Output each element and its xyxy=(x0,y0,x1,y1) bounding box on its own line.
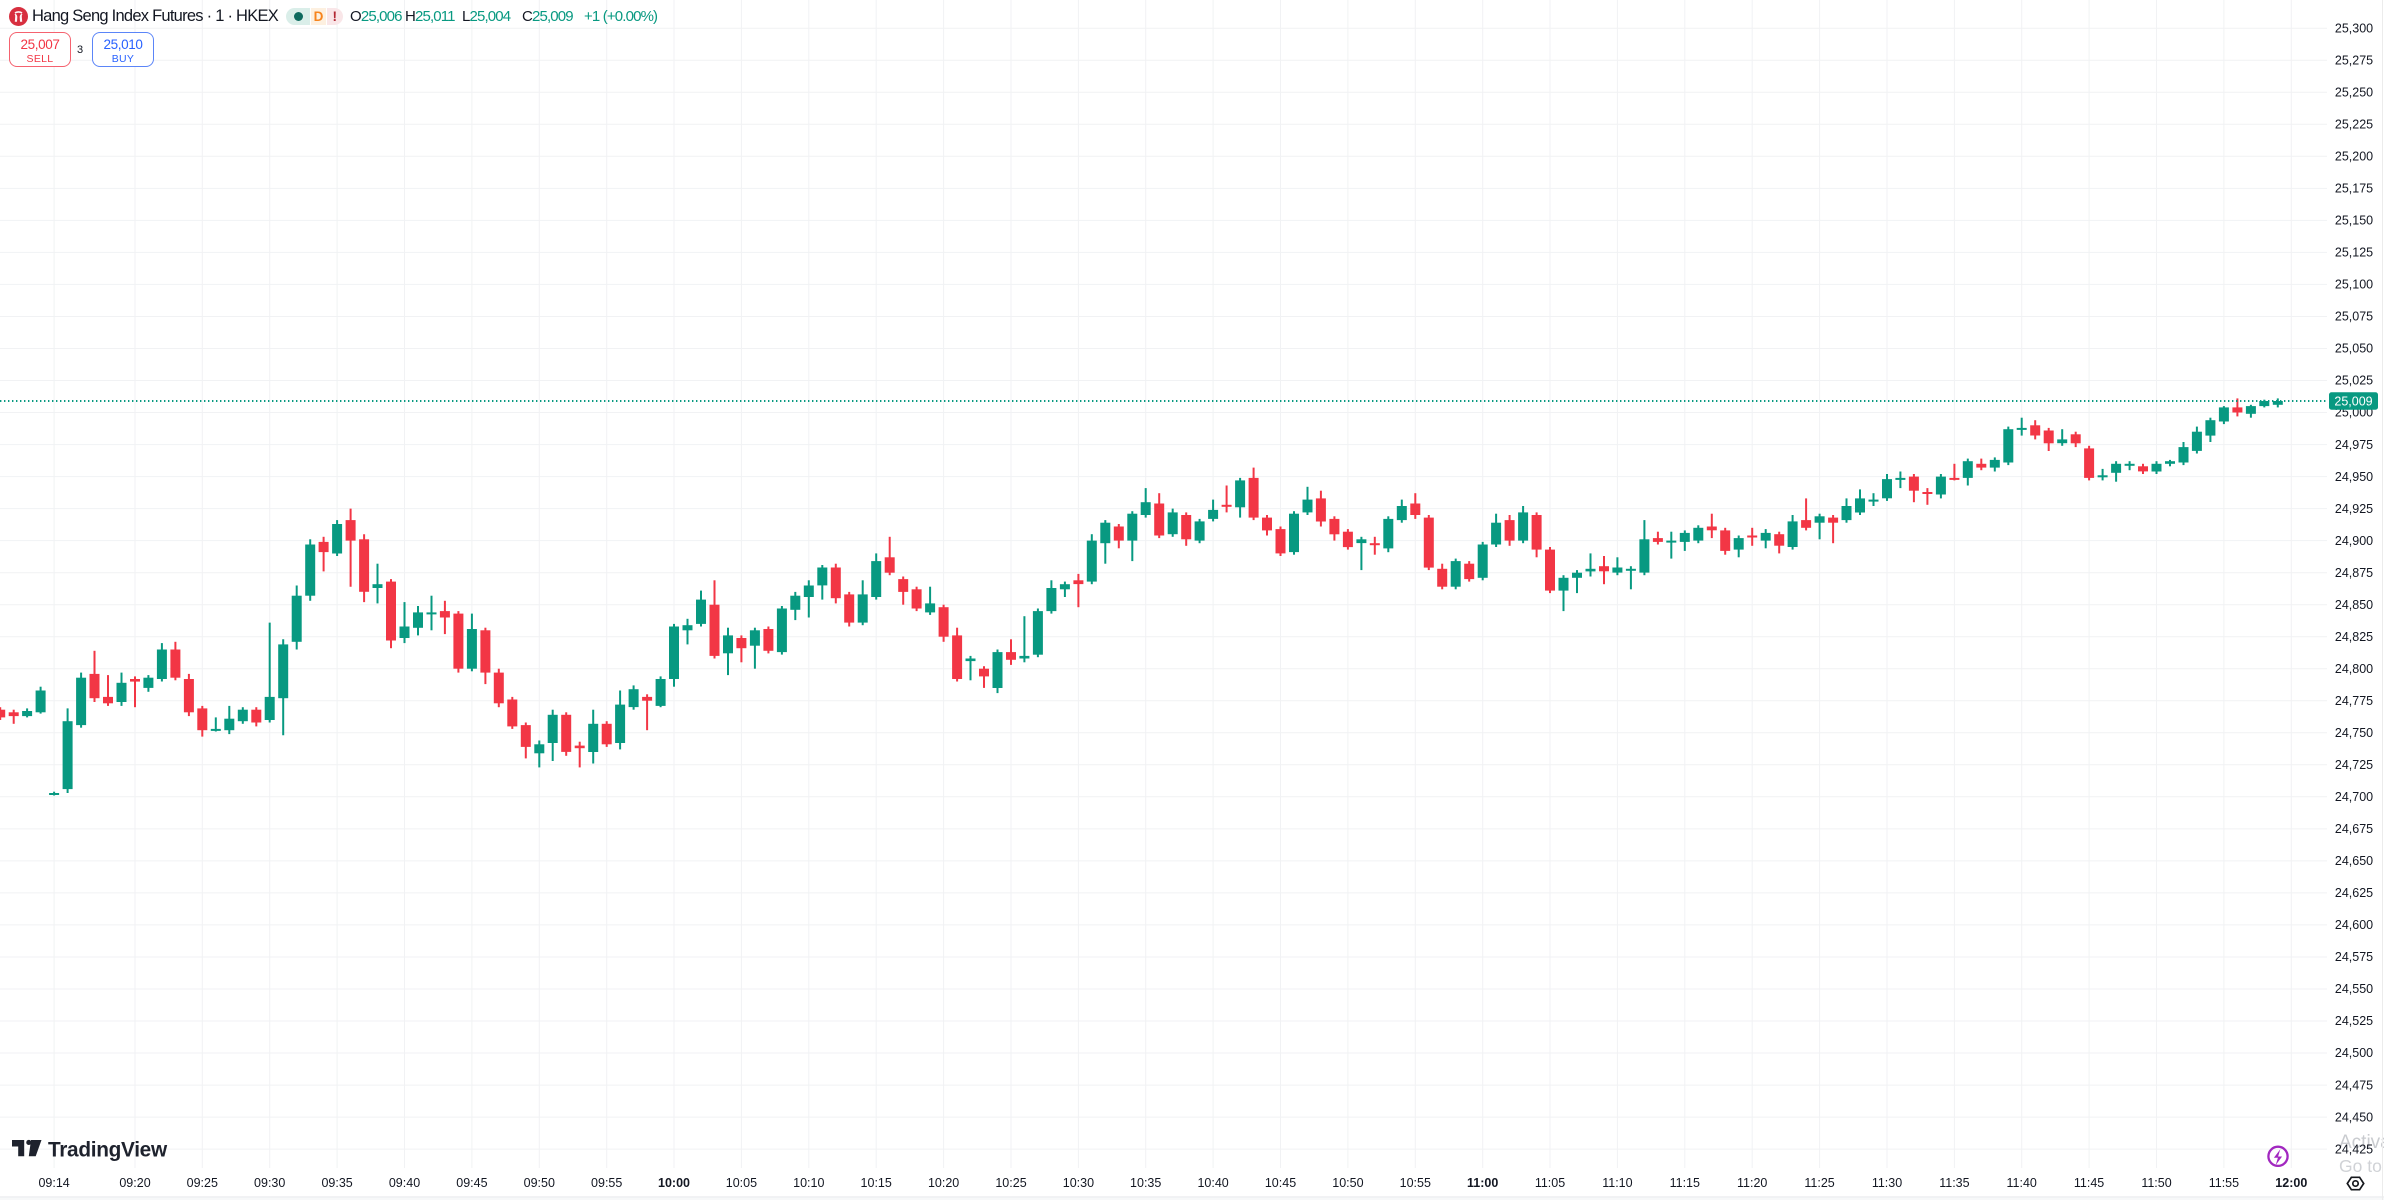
svg-text:25,050: 25,050 xyxy=(2335,342,2373,356)
svg-text:25,275: 25,275 xyxy=(2335,54,2373,68)
svg-text:12:00: 12:00 xyxy=(2275,1176,2307,1190)
svg-text:Activate W: Activate W xyxy=(2339,1132,2384,1153)
svg-text:10:15: 10:15 xyxy=(861,1176,892,1190)
svg-text:10:10: 10:10 xyxy=(793,1176,824,1190)
svg-text:24,575: 24,575 xyxy=(2335,950,2373,964)
svg-text:25,250: 25,250 xyxy=(2335,86,2373,100)
svg-text:11:55: 11:55 xyxy=(2209,1176,2239,1190)
svg-text:11:50: 11:50 xyxy=(2141,1176,2171,1190)
svg-text:24,800: 24,800 xyxy=(2335,662,2373,676)
svg-text:09:55: 09:55 xyxy=(591,1176,622,1190)
svg-text:24,950: 24,950 xyxy=(2335,470,2373,484)
svg-text:24,975: 24,975 xyxy=(2335,438,2373,452)
svg-text:11:45: 11:45 xyxy=(2074,1176,2104,1190)
svg-text:10:20: 10:20 xyxy=(928,1176,959,1190)
svg-text:24,450: 24,450 xyxy=(2335,1110,2373,1124)
svg-text:25,075: 25,075 xyxy=(2335,310,2373,324)
svg-text:10:30: 10:30 xyxy=(1063,1176,1094,1190)
svg-text:25,100: 25,100 xyxy=(2335,278,2373,292)
svg-text:24,525: 24,525 xyxy=(2335,1014,2373,1028)
svg-text:24,625: 24,625 xyxy=(2335,886,2373,900)
svg-text:11:40: 11:40 xyxy=(2007,1176,2037,1190)
svg-text:11:30: 11:30 xyxy=(1872,1176,1902,1190)
svg-text:24,725: 24,725 xyxy=(2335,758,2373,772)
svg-text:10:25: 10:25 xyxy=(995,1176,1026,1190)
svg-text:25,025: 25,025 xyxy=(2335,374,2373,388)
svg-text:24,750: 24,750 xyxy=(2335,726,2373,740)
svg-text:10:05: 10:05 xyxy=(726,1176,757,1190)
svg-text:10:00: 10:00 xyxy=(658,1176,690,1190)
svg-text:10:35: 10:35 xyxy=(1130,1176,1161,1190)
svg-text:11:05: 11:05 xyxy=(1535,1176,1565,1190)
svg-text:24,475: 24,475 xyxy=(2335,1078,2373,1092)
svg-text:10:40: 10:40 xyxy=(1197,1176,1228,1190)
svg-text:24,500: 24,500 xyxy=(2335,1046,2373,1060)
svg-text:24,900: 24,900 xyxy=(2335,534,2373,548)
svg-text:24,600: 24,600 xyxy=(2335,918,2373,932)
svg-text:24,550: 24,550 xyxy=(2335,982,2373,996)
svg-text:09:25: 09:25 xyxy=(187,1176,218,1190)
svg-text:25,150: 25,150 xyxy=(2335,214,2373,228)
svg-text:10:55: 10:55 xyxy=(1400,1176,1431,1190)
svg-text:24,925: 24,925 xyxy=(2335,502,2373,516)
svg-text:11:10: 11:10 xyxy=(1602,1176,1632,1190)
svg-text:09:35: 09:35 xyxy=(321,1176,352,1190)
svg-text:10:45: 10:45 xyxy=(1265,1176,1296,1190)
svg-text:Go to Setti: Go to Setti xyxy=(2339,1156,2384,1176)
svg-text:TradingView: TradingView xyxy=(48,1139,168,1162)
svg-text:25,225: 25,225 xyxy=(2335,118,2373,132)
svg-text:25,200: 25,200 xyxy=(2335,150,2373,164)
svg-text:24,850: 24,850 xyxy=(2335,598,2373,612)
svg-text:11:20: 11:20 xyxy=(1737,1176,1767,1190)
svg-text:24,675: 24,675 xyxy=(2335,822,2373,836)
svg-text:09:20: 09:20 xyxy=(119,1176,150,1190)
svg-text:25,175: 25,175 xyxy=(2335,182,2373,196)
svg-text:24,700: 24,700 xyxy=(2335,790,2373,804)
svg-text:24,650: 24,650 xyxy=(2335,854,2373,868)
svg-text:24,425: 24,425 xyxy=(2335,1142,2373,1156)
svg-text:09:30: 09:30 xyxy=(254,1176,285,1190)
svg-text:09:50: 09:50 xyxy=(524,1176,555,1190)
svg-text:10:50: 10:50 xyxy=(1332,1176,1363,1190)
svg-text:09:40: 09:40 xyxy=(389,1176,420,1190)
svg-text:09:14: 09:14 xyxy=(38,1176,69,1190)
svg-text:09:45: 09:45 xyxy=(456,1176,487,1190)
svg-text:24,775: 24,775 xyxy=(2335,694,2373,708)
svg-text:11:25: 11:25 xyxy=(1804,1176,1834,1190)
svg-text:24,875: 24,875 xyxy=(2335,566,2373,580)
svg-text:11:00: 11:00 xyxy=(1467,1176,1498,1190)
svg-text:25,300: 25,300 xyxy=(2335,21,2373,35)
svg-text:11:15: 11:15 xyxy=(1670,1176,1700,1190)
svg-text:25,125: 25,125 xyxy=(2335,246,2373,260)
svg-text:11:35: 11:35 xyxy=(1939,1176,1969,1190)
svg-text:24,825: 24,825 xyxy=(2335,630,2373,644)
svg-text:25,009: 25,009 xyxy=(2334,394,2372,408)
